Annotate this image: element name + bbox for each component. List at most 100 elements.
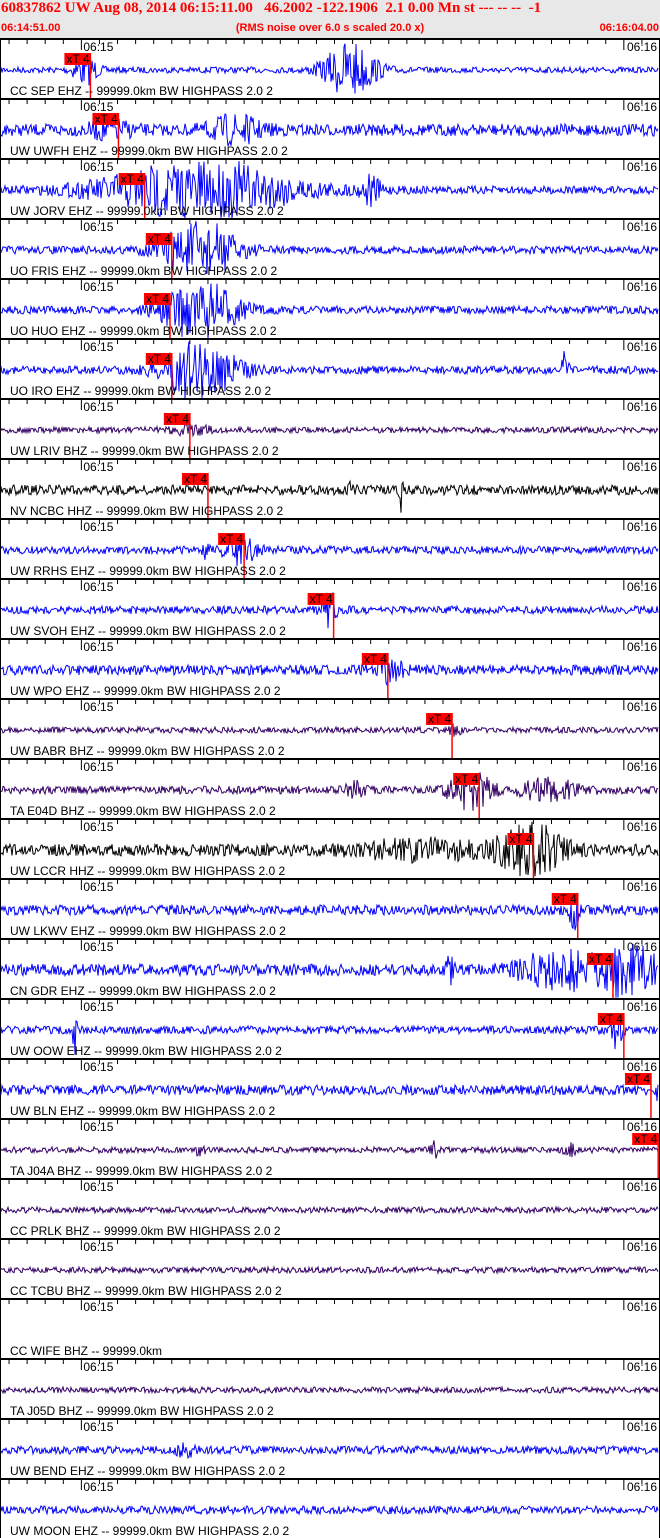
waveform: [0, 653, 659, 687]
pick-label: xT 4: [554, 892, 577, 906]
trace-panel: 06:15 06:16 xT 4 NV NCBC HHZ -- 99999.0km B…: [0, 458, 660, 518]
station-label: TA E04D BHZ -- 99999.0km BW HIGHPASS 2.0…: [10, 804, 276, 818]
time-tick-label: 06:16: [627, 1000, 657, 1014]
trace-panel: 06:15 06:16 xT 4 UW BABR BHZ -- 99999.0km B…: [0, 698, 660, 758]
trace-panel: 06:15 06:16 xT 4 TA E04D BHZ -- 99999.0km B…: [0, 758, 660, 818]
pick-marker[interactable]: [307, 593, 334, 605]
waveform: [0, 113, 659, 147]
waveform: [0, 592, 659, 629]
pick-marker[interactable]: [218, 533, 245, 545]
time-tick-label: 06:15: [83, 700, 113, 714]
pick-marker[interactable]: [145, 233, 172, 245]
waveform: [0, 1265, 659, 1275]
pick-marker[interactable]: [145, 353, 172, 365]
trace-panel: 06:15 06:16 xT 4 UO HUO EHZ -- 99999.0km BW…: [0, 278, 660, 339]
time-tick-label: 06:15: [83, 1240, 113, 1254]
pick-marker[interactable]: [586, 953, 613, 965]
time-tick-label: 06:16: [627, 760, 657, 774]
time-tick-label: 06:16: [627, 160, 657, 174]
time-tick-label: 06:15: [83, 760, 113, 774]
pick-label: xT 4: [634, 1132, 657, 1146]
event-title: 60837862 UW Aug 08, 2014 06:15:11.00 46.…: [1, 0, 542, 16]
pick-marker[interactable]: [632, 1133, 659, 1145]
pick-marker[interactable]: [453, 773, 480, 785]
time-tick-label: 06:15: [83, 880, 113, 894]
station-label: UW SVOH EHZ -- 99999.0km BW HIGHPASS 2.0…: [10, 624, 286, 638]
station-label: CC SEP EHZ -- 99999.0km BW HIGHPASS 2.0 …: [10, 84, 273, 98]
waveform: [0, 43, 659, 94]
pick-label: xT 4: [600, 1012, 623, 1026]
station-label: UO IRO EHZ -- 99999.0km BW HIGHPASS 2.0 …: [10, 384, 272, 398]
time-tick-label: 06:16: [627, 100, 657, 114]
header: 60837862 UW Aug 08, 2014 06:15:11.00 46.…: [0, 0, 660, 38]
waveform: [0, 943, 659, 998]
time-tick-label: 06:16: [627, 1240, 657, 1254]
time-tick-label: 06:15: [83, 220, 113, 234]
time-tick-label: 06:16: [627, 340, 657, 354]
station-label: UW LKWV EHZ -- 99999.0km BW HIGHPASS 2.0…: [10, 924, 286, 938]
station-label: UW LCCR HHZ -- 99999.0km BW HIGHPASS 2.0…: [10, 864, 286, 878]
pick-label: xT 4: [627, 1072, 650, 1086]
pick-label: xT 4: [509, 832, 532, 846]
pick-marker[interactable]: [361, 653, 388, 665]
pick-marker[interactable]: [118, 173, 145, 185]
trace-panel: 06:15 06:16 UW MOON EHZ -- 99999.0km BW HI…: [0, 1478, 660, 1538]
pick-label: xT 4: [184, 472, 207, 486]
pick-label: xT 4: [121, 172, 144, 186]
trace-panel: 06:15 06:16 xT 4 UW UWFH EHZ -- 99999.0km B…: [0, 98, 660, 158]
time-tick-label: 06:16: [627, 280, 657, 294]
waveform: [0, 533, 659, 567]
station-label: CC PRLK BHZ -- 99999.0km BW HIGHPASS 2.0…: [10, 1224, 281, 1238]
time-tick-label: 06:15: [83, 1000, 113, 1014]
pick-marker[interactable]: [551, 893, 578, 905]
trace-panel: 06:15 06:16 xT 4 UW LKWV EHZ -- 99999.0km B…: [0, 878, 660, 938]
pick-label: xT 4: [455, 772, 478, 786]
time-tick-label: 06:15: [83, 940, 113, 954]
pick-label: xT 4: [94, 112, 117, 126]
pick-marker[interactable]: [624, 1073, 651, 1085]
time-tick-label: 06:16: [627, 580, 657, 594]
time-tick-label: 06:16: [627, 400, 657, 414]
time-tick-label: 06:15: [83, 1180, 113, 1194]
trace-panel: 06:15 06:16 xT 4 UW LCCR HHZ -- 99999.0km B…: [0, 818, 660, 878]
pick-marker[interactable]: [92, 113, 119, 125]
waveform: [0, 1014, 659, 1055]
waveform: [0, 283, 659, 339]
trace-panel: 06:15 06:16 xT 4 UW OOW EHZ -- 99999.0km BW…: [0, 998, 660, 1058]
waveform: [0, 479, 659, 513]
end-time: 06:16:04.00: [599, 22, 659, 34]
trace-panel: 06:15 06:16 xT 4 UW JORV EHZ -- 99999.0km B…: [0, 158, 660, 219]
station-label: UW UWFH EHZ -- 99999.0km BW HIGHPASS 2.0…: [10, 144, 288, 158]
time-tick-label: 06:16: [627, 1480, 657, 1494]
pick-marker[interactable]: [64, 53, 91, 65]
time-tick-label: 06:15: [83, 580, 113, 594]
station-label: UW BLN EHZ -- 99999.0km BW HIGHPASS 2.0 …: [10, 1104, 276, 1118]
pick-label: xT 4: [310, 592, 333, 606]
trace-panel: 06:15 06:16 xT 4 CN GDR EHZ -- 99999.0km BW…: [0, 938, 660, 998]
time-tick-label: 06:16: [627, 1120, 657, 1134]
pick-marker[interactable]: [143, 293, 170, 305]
start-time: 06:14:51.00: [1, 22, 61, 34]
waveform: [0, 422, 659, 438]
station-label: TA J04A BHZ -- 99999.0km BW HIGHPASS 2.0…: [10, 1164, 273, 1178]
time-tick-label: 06:16: [627, 640, 657, 654]
pick-marker[interactable]: [597, 1013, 624, 1025]
pick-marker[interactable]: [426, 713, 453, 725]
time-tick-label: 06:15: [83, 100, 113, 114]
trace-panel: 06:15 06:16 xT 4 UW SVOH EHZ -- 99999.0km B…: [0, 578, 660, 638]
pick-label: xT 4: [148, 352, 171, 366]
pick-label: xT 4: [66, 52, 89, 66]
time-tick-label: 06:15: [83, 1300, 113, 1314]
time-tick-label: 06:15: [83, 1420, 113, 1434]
station-label: UW LRIV BHZ -- 99999.0km BW HIGHPASS 2.0…: [10, 444, 279, 458]
station-label: CC TCBU BHZ -- 99999.0km BW HIGHPASS 2.0…: [10, 1284, 282, 1298]
pick-marker[interactable]: [507, 833, 534, 845]
time-tick-label: 06:16: [627, 1060, 657, 1074]
pick-marker[interactable]: [181, 473, 208, 485]
waveform: [0, 1205, 659, 1215]
pick-marker[interactable]: [163, 413, 190, 425]
trace-panel: 06:15 06:16 xT 4 UW LRIV BHZ -- 99999.0km B…: [0, 398, 660, 458]
waveform: [0, 1140, 659, 1159]
